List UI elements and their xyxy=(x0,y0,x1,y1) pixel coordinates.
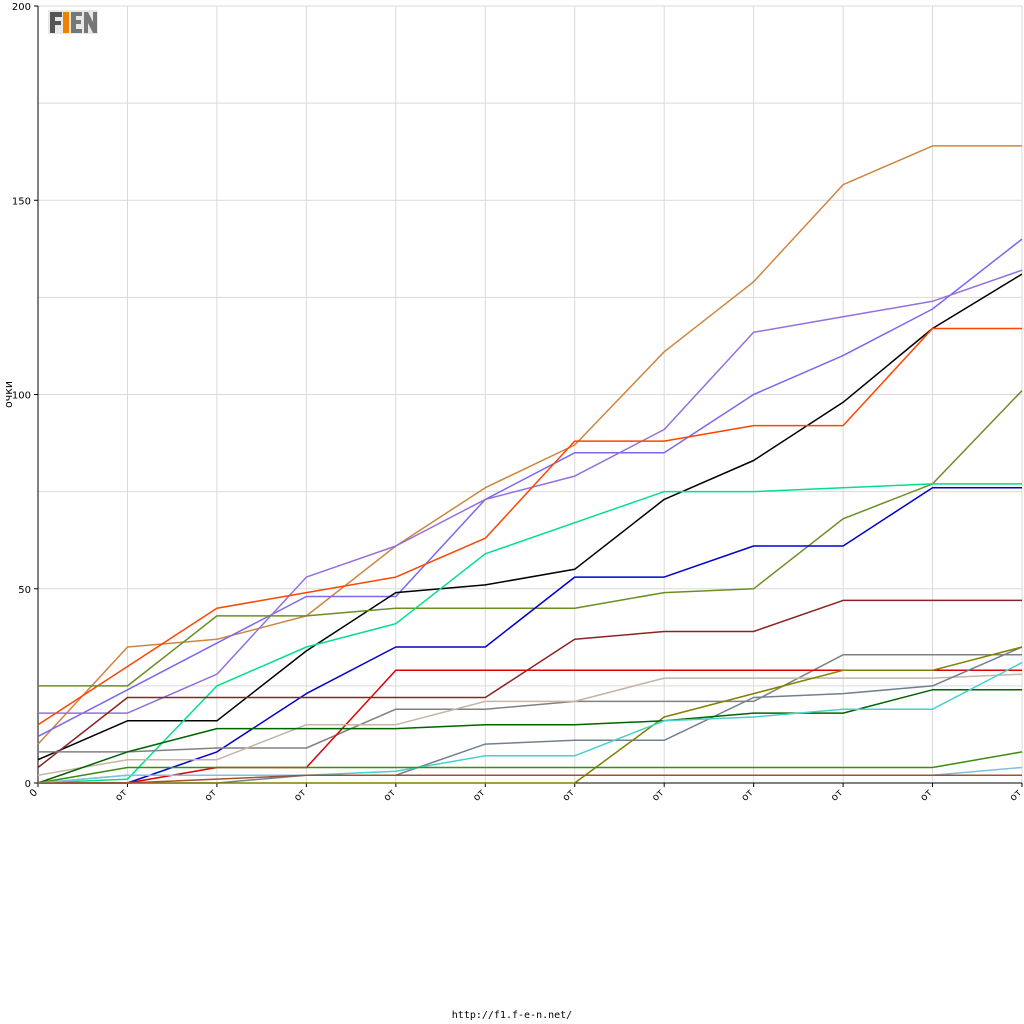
y-tick-label: 50 xyxy=(18,585,31,596)
x-tick-label: от xyxy=(650,787,666,803)
series-line-9 xyxy=(37,599,1022,769)
y-tick-label: 150 xyxy=(12,196,31,207)
x-tick-label: от xyxy=(918,787,934,803)
x-tick-label: от xyxy=(203,787,219,803)
series-line-19 xyxy=(38,774,1022,784)
series-line-7 xyxy=(37,483,1022,784)
series-line-3 xyxy=(38,269,1023,714)
x-tick-label: от xyxy=(740,787,756,803)
x-tick-label: 0 xyxy=(28,787,40,799)
x-tick-label: от xyxy=(471,787,487,803)
series-line-6 xyxy=(38,390,1023,687)
x-tick-label: от xyxy=(382,787,398,803)
tick-labels: 0 50 100 150 200 0 от от от от от от от от от от от xyxy=(12,2,1024,804)
series-line-14 xyxy=(38,646,1023,784)
series-line-2 xyxy=(37,238,1023,738)
series-line-17 xyxy=(37,751,1023,784)
series-line-15 xyxy=(37,689,1022,784)
x-tick-label: от xyxy=(561,787,577,803)
x-tick-label: от xyxy=(829,787,845,803)
y-tick-label: 0 xyxy=(25,779,31,790)
series-line-4 xyxy=(37,273,1023,761)
series-line-5 xyxy=(37,327,1022,726)
series-lines xyxy=(37,145,1023,784)
grid xyxy=(38,5,1023,783)
x-tick-label: от xyxy=(113,787,129,803)
f1en-logo xyxy=(48,8,100,36)
series-line-12 xyxy=(37,673,1023,776)
x-tick-label: от xyxy=(1008,787,1024,803)
footer-url: http://f1.f-e-n.net/ xyxy=(451,1010,573,1021)
y-axis-label: очки xyxy=(2,381,15,408)
series-line-8 xyxy=(38,486,1022,784)
series-line-16 xyxy=(37,661,1023,784)
y-tick-label: 200 xyxy=(12,2,31,13)
series-line-1 xyxy=(37,145,1022,745)
series-line-10 xyxy=(38,654,1022,753)
y-tick-label: 100 xyxy=(12,391,31,402)
x-tick-label: от xyxy=(292,787,308,803)
